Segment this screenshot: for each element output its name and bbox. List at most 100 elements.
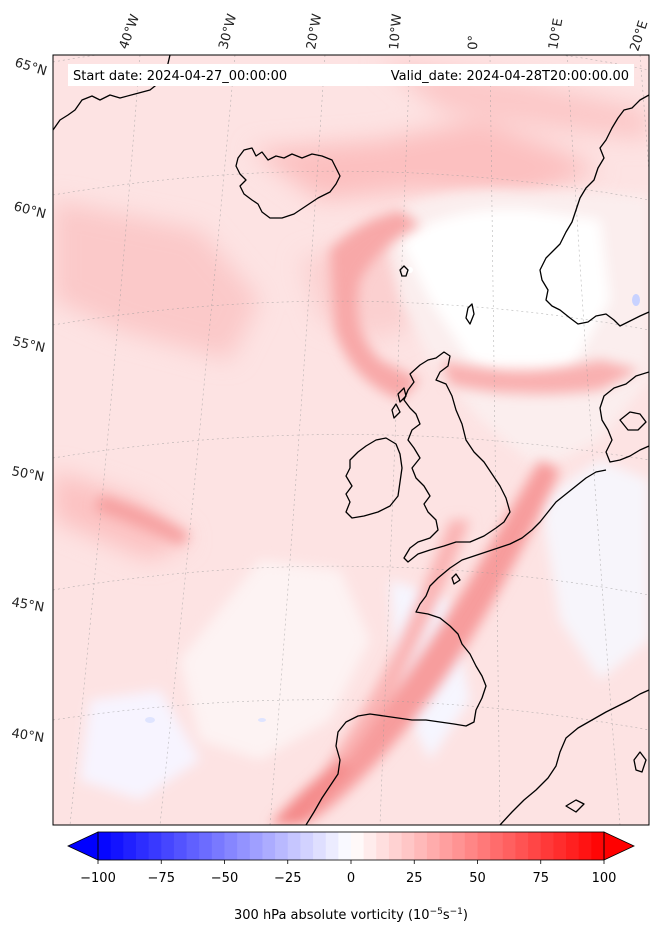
meridian-40w [69,55,141,825]
colorbar-swatch [161,832,175,860]
colorbar-swatch [388,832,403,860]
lon-label-20e: 20°E [628,19,652,53]
colorbar-tick-label: 75 [532,871,549,886]
meridian-10w [379,55,411,825]
colorbar-swatch [439,832,453,860]
coast-norway [539,94,649,327]
coast-corsica [633,751,647,773]
lat-label-50n: 50°N [10,464,45,485]
meridian-0 [489,55,501,825]
lat-label-65n: 65°N [13,55,49,79]
lat-label-60n: 60°N [12,199,48,222]
coast-continent [305,469,607,825]
lat-label-45n: 45°N [10,595,45,615]
colorbar-swatch [401,832,415,860]
colorbar-tick-label: −100 [80,871,116,886]
valid-date-label: Valid_date: 2024-04-28T20:00:00.00 [391,69,629,84]
colorbar-swatch [502,832,516,860]
coast-iceland [235,147,341,219]
colorbar-swatch [376,832,390,860]
colorbar-tick-label: 100 [592,871,617,886]
lon-label-10e: 10°E [546,17,566,50]
colorbar-swatch [199,832,213,860]
colorbar-swatch [186,832,200,860]
colorbar-swatch [148,832,162,860]
vorticity-map [53,55,649,825]
colorbar-label: 300 hPa absolute vorticity (10−5s−1) [234,907,468,923]
meridian-30w [159,55,236,825]
colorbar-swatch [515,832,529,860]
lat-label-55n: 55°N [11,334,46,356]
colorbar-swatch [477,832,491,860]
colorbar-tick-label: 25 [406,871,423,886]
colorbar-swatch [566,832,580,860]
colorbar-tick-label: −50 [211,871,238,886]
coast-ireland [345,437,403,519]
colorbar-swatch [173,832,188,860]
longitude-labels: 40°W 30°W 20°W 10°W 0° 10°E 20°E [117,12,652,53]
start-date-label: Start date: 2024-04-27_00:00:00 [73,69,287,84]
lon-label-0: 0° [466,35,482,50]
coast-faroe [399,265,409,277]
lat-label-40n: 40°N [10,726,45,746]
coast-great-britain [403,351,511,563]
colorbar-swatches [98,832,605,860]
meridian-20e [639,55,649,177]
colorbar-swatch [224,832,238,860]
colorbar-swatch [528,832,542,860]
meridian-20w [269,55,326,825]
coast-hebrides [391,387,407,419]
colorbar-swatch [249,832,263,860]
low-vorticity-zones [80,189,649,800]
coast-mediterranean [499,689,649,825]
colorbar-swatch [452,832,466,860]
colorbar-extend-high [603,831,635,861]
lon-label-10w: 10°W [387,13,405,50]
lon-label-30w: 30°W [216,12,240,51]
colorbar-swatch [110,832,124,860]
colorbar-swatch [414,832,428,860]
coast-balearic [565,799,585,813]
colorbar-extend-low [67,831,99,861]
colorbar-swatch [338,832,352,860]
coast-denmark [599,371,649,463]
colorbar-swatch [135,832,150,860]
negative-vorticity-specks [145,267,640,723]
colorbar-swatch [553,832,567,860]
colorbar-swatch [211,832,225,860]
colorbar-swatch [578,832,592,860]
colorbar-swatch [123,832,137,860]
colorbar-swatch [325,832,339,860]
colorbar-swatch [275,832,289,860]
graticule [53,55,649,825]
colorbar-swatch [490,832,504,860]
colorbar-swatch [426,832,441,860]
colorbar-swatch [351,832,365,860]
coastlines [53,55,649,825]
colorbar: −100 −75 −50 −25 0 25 50 75 100 300 hPa absolute… [67,831,635,923]
meridian-10e [566,55,621,825]
colorbar-tick-label: 50 [469,871,486,886]
colorbar-ticks: −100 −75 −50 −25 0 25 50 75 100 [80,860,616,886]
colorbar-tick-label: −25 [274,871,301,886]
colorbar-swatch [363,832,377,860]
colorbar-swatch [300,832,314,860]
colorbar-swatch [287,832,301,860]
coast-sweden-south [619,411,647,431]
colorbar-swatch [98,832,112,860]
colorbar-swatch [591,832,605,860]
lon-label-20w: 20°W [304,13,325,51]
coast-shetland [465,303,475,325]
colorbar-swatch [237,832,251,860]
colorbar-swatch [262,832,276,860]
coast-channel-islands [451,573,461,585]
header-box [68,64,634,86]
colorbar-swatch [464,832,478,860]
colorbar-swatch [540,832,554,860]
latitude-labels: 65°N 60°N 55°N 50°N 45°N 40°N [10,55,48,746]
colorbar-tick-label: −75 [148,871,175,886]
colorbar-swatch [313,832,327,860]
lon-label-40w: 40°W [117,12,143,51]
map-frame [52,54,650,826]
